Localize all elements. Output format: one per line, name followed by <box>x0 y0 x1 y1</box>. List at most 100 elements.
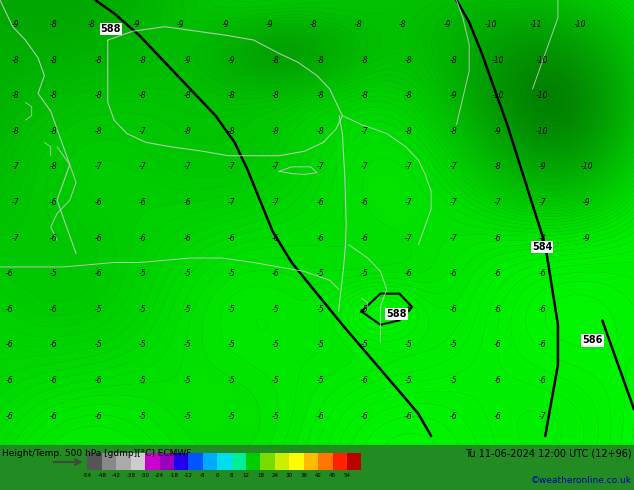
Text: -8: -8 <box>272 55 280 65</box>
Text: Tu 11-06-2024 12:00 UTC (12+96): Tu 11-06-2024 12:00 UTC (12+96) <box>465 449 632 459</box>
Bar <box>87 453 102 470</box>
Text: -5: -5 <box>94 305 102 314</box>
Text: -7: -7 <box>139 127 146 136</box>
Bar <box>289 453 304 470</box>
Text: -6: -6 <box>228 234 235 243</box>
Text: -9: -9 <box>12 20 20 29</box>
Text: -7: -7 <box>228 198 235 207</box>
Text: -8: -8 <box>405 55 413 65</box>
Text: -6: -6 <box>183 198 191 207</box>
Text: -5: -5 <box>228 341 235 349</box>
Text: -5: -5 <box>94 341 102 349</box>
Bar <box>203 453 217 470</box>
Bar <box>304 453 318 470</box>
Text: -6: -6 <box>50 305 58 314</box>
Text: -7: -7 <box>405 162 413 171</box>
Text: -6: -6 <box>50 234 58 243</box>
Text: -6: -6 <box>494 234 501 243</box>
Text: -5: -5 <box>361 269 368 278</box>
Text: 588: 588 <box>101 24 121 34</box>
Text: -7: -7 <box>494 198 501 207</box>
Bar <box>145 453 160 470</box>
Text: -8: -8 <box>405 91 413 100</box>
Text: -8: -8 <box>94 127 102 136</box>
Text: -6: -6 <box>6 376 13 385</box>
Text: -6: -6 <box>538 376 546 385</box>
Text: -5: -5 <box>183 412 191 420</box>
Text: -8: -8 <box>399 20 406 29</box>
Text: -9: -9 <box>177 20 184 29</box>
Text: -24: -24 <box>155 473 164 478</box>
Text: -10: -10 <box>491 91 504 100</box>
Text: -8: -8 <box>50 127 58 136</box>
Bar <box>246 453 261 470</box>
Text: -8: -8 <box>12 55 20 65</box>
Text: -10: -10 <box>536 91 548 100</box>
Bar <box>131 453 145 470</box>
Text: -6: -6 <box>538 269 546 278</box>
Text: -7: -7 <box>139 162 146 171</box>
Text: 588: 588 <box>386 309 406 318</box>
Text: 54: 54 <box>344 473 351 478</box>
Text: -6: -6 <box>94 376 102 385</box>
Text: -5: -5 <box>361 305 368 314</box>
Text: Height/Temp. 500 hPa [gdmp][°C] ECMWF: Height/Temp. 500 hPa [gdmp][°C] ECMWF <box>2 449 191 459</box>
Text: -10: -10 <box>536 127 548 136</box>
Text: -7: -7 <box>272 198 280 207</box>
Text: -5: -5 <box>183 269 191 278</box>
Text: -8: -8 <box>538 234 546 243</box>
Text: -8: -8 <box>50 55 58 65</box>
Text: -6: -6 <box>316 234 324 243</box>
Text: -6: -6 <box>361 412 368 420</box>
Text: 36: 36 <box>301 473 307 478</box>
Text: -7: -7 <box>12 162 20 171</box>
Text: -8: -8 <box>316 91 324 100</box>
Bar <box>231 453 246 470</box>
Text: -5: -5 <box>228 376 235 385</box>
Text: -5: -5 <box>139 376 146 385</box>
Bar <box>347 453 361 470</box>
Text: -9: -9 <box>221 20 229 29</box>
Text: -9: -9 <box>133 20 140 29</box>
Bar <box>318 453 333 470</box>
Text: -5: -5 <box>272 305 280 314</box>
Text: -8: -8 <box>361 55 368 65</box>
Bar <box>275 453 289 470</box>
Text: -48: -48 <box>98 473 107 478</box>
Text: -5: -5 <box>316 376 324 385</box>
Text: -6: -6 <box>94 234 102 243</box>
Text: -6: -6 <box>538 341 546 349</box>
Text: -12: -12 <box>184 473 193 478</box>
Text: 8: 8 <box>230 473 233 478</box>
Bar <box>333 453 347 470</box>
Text: -5: -5 <box>316 305 324 314</box>
Text: -6: -6 <box>450 269 457 278</box>
Bar <box>116 453 131 470</box>
Text: -9: -9 <box>228 55 235 65</box>
Text: -38: -38 <box>126 473 135 478</box>
Text: -9: -9 <box>494 127 501 136</box>
Text: -8: -8 <box>139 55 146 65</box>
Text: -5: -5 <box>228 305 235 314</box>
Text: 584: 584 <box>532 242 552 252</box>
Text: -8: -8 <box>361 91 368 100</box>
Text: -8: -8 <box>228 127 235 136</box>
Text: -6: -6 <box>50 341 58 349</box>
Text: -7: -7 <box>538 412 546 420</box>
Text: -8: -8 <box>405 127 413 136</box>
Text: -7: -7 <box>361 127 368 136</box>
Text: -6: -6 <box>50 412 58 420</box>
Text: -6: -6 <box>272 269 280 278</box>
Text: -42: -42 <box>112 473 121 478</box>
Text: -9: -9 <box>450 91 457 100</box>
Text: 30: 30 <box>286 473 293 478</box>
Text: -6: -6 <box>94 269 102 278</box>
Text: -6: -6 <box>272 234 280 243</box>
Text: -6: -6 <box>6 412 13 420</box>
Text: -5: -5 <box>405 376 413 385</box>
Text: -8: -8 <box>12 127 20 136</box>
Text: -6: -6 <box>94 412 102 420</box>
Text: -11: -11 <box>529 20 542 29</box>
Text: -10: -10 <box>574 20 586 29</box>
Text: -7: -7 <box>538 198 546 207</box>
